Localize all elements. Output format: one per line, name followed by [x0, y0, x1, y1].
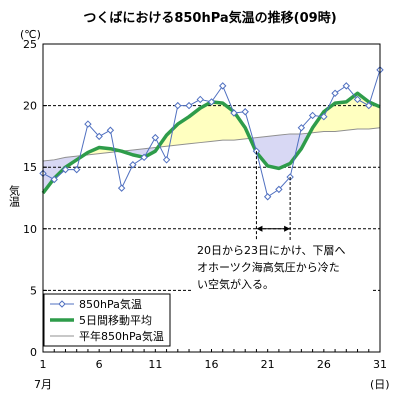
x-tick-label-6: 6: [96, 358, 103, 371]
point-850hpa-day-29: [353, 95, 362, 104]
y-tick-label-0: 0: [30, 346, 37, 359]
legend-label-850hpa: 850hPa気温: [79, 297, 142, 311]
x-tick-label-31: 31: [373, 358, 387, 371]
annotation-arrowhead-right: [284, 225, 291, 232]
anomaly-fill-warm-16-0: [211, 101, 223, 142]
x-month-label: 7月: [34, 378, 52, 391]
point-850hpa-day-9: [129, 161, 137, 169]
x-tick-label-26: 26: [317, 358, 331, 371]
y-tick-label-25: 25: [23, 38, 37, 51]
point-850hpa-day-26: [320, 112, 328, 121]
y-tick-label-10: 10: [23, 223, 37, 236]
annotation-line-1: 20日から23日にかけ、下層へ: [197, 244, 345, 257]
point-850hpa-day-18: [230, 109, 238, 117]
point-850hpa-day-10: [140, 153, 148, 162]
point-850hpa-day-22: [275, 185, 283, 194]
legend-label-moving-average: 5日間移動平均: [79, 313, 152, 327]
point-850hpa-day-6: [95, 132, 103, 141]
annotation-line-3: い空気が入る。: [197, 277, 274, 291]
y-unit-label: (℃): [20, 28, 41, 41]
point-850hpa-day-28: [342, 82, 351, 90]
x-tick-label-11: 11: [148, 358, 162, 371]
annotation-arrowhead-left: [256, 225, 263, 232]
legend: 850hPa気温 5日間移動平均 平年850hPa気温: [43, 293, 171, 347]
series-line-normal: [42, 127, 381, 162]
x-tick-label-1: 1: [40, 358, 47, 371]
point-850hpa-day-13: [174, 101, 182, 110]
x-unit-label: (日): [370, 378, 390, 391]
anomaly-fill-cold-21-0: [267, 134, 280, 169]
point-850hpa-day-12: [162, 156, 171, 164]
annotation-box: [192, 240, 372, 298]
x-tick-labels: 1 6 11 16 21 26 31: [40, 349, 387, 371]
point-850hpa-day-4: [72, 165, 81, 174]
point-850hpa-day-16: [207, 98, 216, 106]
point-850hpa-day-8: [117, 184, 126, 192]
plot-frame: [42, 43, 381, 353]
point-850hpa-day-5: [84, 120, 92, 128]
x-tick-label-16: 16: [205, 358, 219, 371]
series-markers: [39, 66, 384, 201]
annotation: 20日から23日にかけ、下層へ オホーツク海高気圧から冷た い空気が入る。: [192, 151, 372, 298]
point-850hpa-day-19: [241, 108, 249, 116]
y-tick-label-15: 15: [23, 161, 37, 174]
point-850hpa-day-7: [106, 126, 115, 134]
y-tick-label-20: 20: [23, 100, 37, 113]
point-850hpa-day-27: [331, 89, 339, 97]
annotation-line-2: オホーツク海高気圧から冷た: [197, 260, 340, 274]
legend-marker-850hpa: [58, 300, 66, 308]
chart-title: つくばにおける850hPa気温の推移(09時): [83, 10, 336, 26]
point-850hpa-day-3: [61, 165, 70, 174]
y-tick-label-5: 5: [30, 284, 37, 297]
x-tick-label-21: 21: [261, 358, 275, 371]
point-850hpa-day-30: [365, 101, 373, 110]
y-tick-labels: 0 5 10 15 20 25: [23, 38, 47, 359]
point-850hpa-day-21: [263, 193, 272, 201]
legend-label-normal: 平年850hPa気温: [79, 329, 164, 343]
point-850hpa-day-15: [196, 95, 204, 104]
point-850hpa-day-17: [219, 82, 227, 90]
point-850hpa-day-2: [50, 175, 58, 184]
y-axis-label: 気温: [8, 184, 21, 207]
point-850hpa-day-24: [297, 124, 306, 132]
point-850hpa-day-25: [308, 111, 317, 120]
point-850hpa-day-14: [185, 101, 193, 110]
point-850hpa-day-11: [151, 133, 160, 142]
anomaly-fill-warm-27-0: [334, 101, 347, 132]
